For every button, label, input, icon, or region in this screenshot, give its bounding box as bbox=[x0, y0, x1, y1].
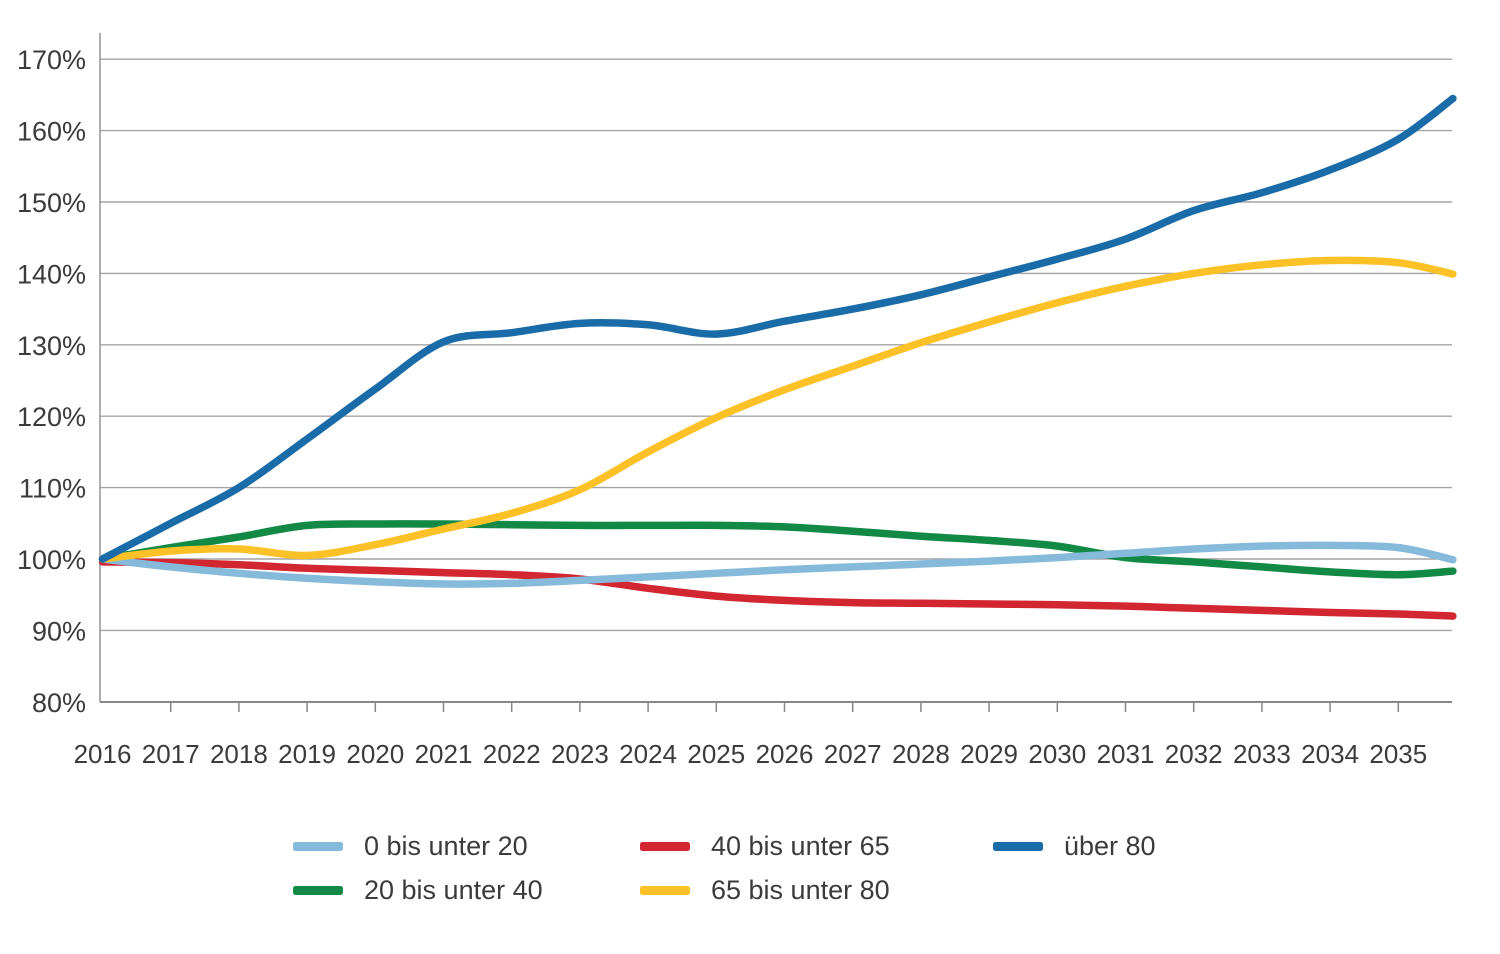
x-axis-label: 2029 bbox=[960, 739, 1018, 769]
x-axis-label: 2022 bbox=[483, 739, 541, 769]
y-axis-label: 130% bbox=[17, 331, 86, 361]
x-axis-label: 2026 bbox=[756, 739, 814, 769]
series-line-ueber-80 bbox=[98, 94, 1457, 563]
x-axis-label: 2031 bbox=[1097, 739, 1155, 769]
x-axis-label: 2021 bbox=[415, 739, 473, 769]
x-axis-label: 2016 bbox=[74, 739, 132, 769]
y-axis-label: 110% bbox=[19, 474, 86, 504]
x-axis-label: 2028 bbox=[892, 739, 950, 769]
series-line-40-bis-unter-65 bbox=[98, 558, 1457, 620]
x-axis-label: 2030 bbox=[1028, 739, 1086, 769]
x-axis-label: 2027 bbox=[824, 739, 882, 769]
x-axis-label: 2020 bbox=[346, 739, 404, 769]
y-axis-label: 140% bbox=[17, 259, 86, 289]
x-axis-label: 2032 bbox=[1165, 739, 1223, 769]
x-axis-label: 2035 bbox=[1369, 739, 1427, 769]
y-axis-label: 160% bbox=[17, 117, 86, 147]
y-axis-label: 90% bbox=[32, 616, 86, 646]
series-line-20-bis-unter-40 bbox=[98, 520, 1457, 579]
x-axis-label: 2034 bbox=[1301, 739, 1359, 769]
x-axis-label: 2023 bbox=[551, 739, 609, 769]
series-line-65-bis-unter-80 bbox=[98, 256, 1457, 563]
y-axis-label: 120% bbox=[17, 402, 86, 432]
x-axis-label: 2024 bbox=[619, 739, 677, 769]
y-axis-label: 100% bbox=[17, 545, 86, 575]
y-axis-label: 150% bbox=[17, 188, 86, 218]
x-axis-label: 2019 bbox=[278, 739, 336, 769]
series-line-0-bis-unter-20 bbox=[98, 541, 1457, 588]
x-axis-label: 2017 bbox=[142, 739, 200, 769]
x-axis-label: 2018 bbox=[210, 739, 268, 769]
x-axis-label: 2025 bbox=[687, 739, 745, 769]
x-axis-label: 2033 bbox=[1233, 739, 1291, 769]
y-axis-label: 170% bbox=[17, 45, 86, 75]
y-axis-label: 80% bbox=[32, 688, 86, 718]
